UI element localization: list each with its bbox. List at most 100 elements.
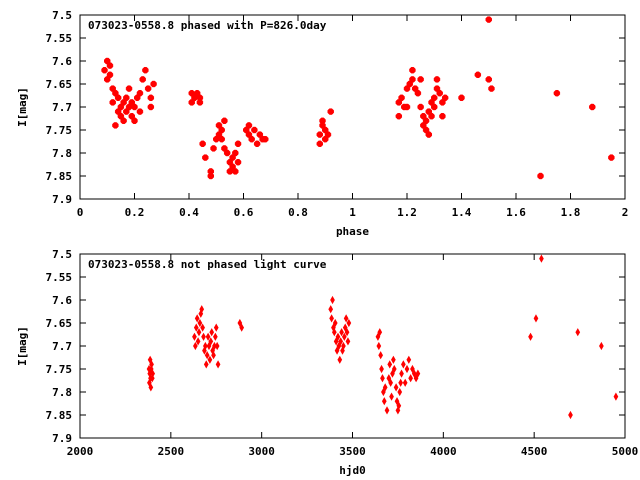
data-point xyxy=(125,85,133,92)
data-point xyxy=(394,397,400,406)
data-point xyxy=(409,76,416,83)
data-point xyxy=(150,80,157,88)
data-point xyxy=(417,76,424,83)
panel-2-plot-frame xyxy=(79,253,626,439)
data-point xyxy=(553,89,561,97)
data-point xyxy=(422,117,430,125)
data-point xyxy=(575,328,581,337)
data-point xyxy=(196,99,204,106)
data-point xyxy=(485,16,492,23)
data-point xyxy=(329,314,334,323)
data-point xyxy=(316,131,324,138)
panel-1-y-tick-label: 7.5 xyxy=(52,9,72,22)
data-point xyxy=(401,360,406,369)
data-point xyxy=(139,76,146,83)
data-point xyxy=(346,318,352,328)
panel-2: 2000 2500 3000 3500 4000 4500 5000 7.5 7.55 7.6 7.… xyxy=(16,248,638,477)
data-point xyxy=(390,369,395,378)
data-point xyxy=(123,94,130,102)
panel-2-x-tick-label: 2000 xyxy=(67,445,94,458)
data-point xyxy=(106,62,114,69)
data-point xyxy=(387,360,393,369)
data-point xyxy=(150,369,156,378)
data-point xyxy=(136,108,144,115)
data-point xyxy=(474,71,482,79)
data-point xyxy=(408,374,413,383)
panel-2-x-tick-label: 2500 xyxy=(158,445,185,458)
panel-1-y-tick-label: 7.7 xyxy=(52,101,72,114)
data-point xyxy=(194,314,200,323)
data-point xyxy=(613,392,619,401)
data-point xyxy=(206,341,212,351)
data-point xyxy=(218,126,225,134)
panel-1-y-tick-label: 7.65 xyxy=(46,78,73,91)
data-point xyxy=(599,341,604,351)
panel-2-x-tick-label: 4500 xyxy=(521,445,548,458)
data-point xyxy=(221,117,228,125)
data-point xyxy=(207,172,215,180)
data-point xyxy=(439,112,446,120)
data-point xyxy=(253,140,261,148)
data-point xyxy=(431,94,438,102)
data-point xyxy=(333,337,339,346)
data-point xyxy=(147,103,155,111)
data-point xyxy=(382,383,388,392)
data-point xyxy=(431,103,438,111)
panel-2-y-tick-label: 7.7 xyxy=(52,340,72,353)
panel-2-x-tick-label: 3500 xyxy=(339,445,366,458)
data-point xyxy=(234,140,242,148)
data-point xyxy=(338,337,344,346)
data-point xyxy=(608,154,615,161)
data-point xyxy=(339,328,344,337)
data-point xyxy=(193,323,199,332)
panel-2-y-tick-label: 7.6 xyxy=(52,294,72,307)
panel-1-y-tick-label: 7.9 xyxy=(52,193,72,206)
data-point xyxy=(393,383,399,392)
panel-1-plot-frame xyxy=(79,14,626,200)
data-point xyxy=(199,140,206,148)
panel-1-x-tick-label: 1.2 xyxy=(397,206,417,219)
data-point xyxy=(413,374,419,383)
data-point xyxy=(404,364,410,374)
panel-1-x-tick-label: 0.8 xyxy=(288,206,308,219)
data-point xyxy=(395,112,403,120)
panel-2-y-tick-label: 7.75 xyxy=(46,363,73,376)
data-point xyxy=(537,172,544,180)
data-point xyxy=(147,94,155,102)
data-point xyxy=(144,85,152,92)
data-point xyxy=(589,103,596,111)
data-point xyxy=(528,332,533,341)
data-point xyxy=(341,341,346,351)
data-point xyxy=(248,135,255,143)
data-point xyxy=(380,374,385,383)
panel-2-y-axis-label: I[mag] xyxy=(16,326,29,366)
panel-1-y-tick-label: 7.75 xyxy=(46,124,73,137)
data-point xyxy=(402,378,408,387)
data-point xyxy=(149,360,154,369)
data-point xyxy=(334,346,340,355)
data-point xyxy=(195,337,201,346)
panel-1-y-tick-label: 7.85 xyxy=(46,170,73,183)
panel-1-points xyxy=(101,16,615,180)
panel-1-x-tick-label: 0.6 xyxy=(234,206,254,219)
data-point xyxy=(214,341,220,351)
panel-2-y-tick-label: 7.55 xyxy=(46,271,73,284)
data-point xyxy=(399,369,404,378)
panel-1: 0 0.2 0.4 0.6 0.8 1 1.2 1.4 1.6 1.8 2 7.5 7.55 7.6 7.6… xyxy=(16,9,628,238)
data-point xyxy=(237,318,243,328)
data-point xyxy=(428,112,435,120)
data-point xyxy=(319,117,326,125)
data-point xyxy=(341,332,347,341)
data-point xyxy=(223,149,231,157)
data-point xyxy=(391,355,396,364)
data-point xyxy=(397,387,403,397)
data-point xyxy=(377,328,383,337)
data-point xyxy=(131,117,138,125)
data-point xyxy=(232,149,239,157)
data-point xyxy=(239,323,245,332)
panel-2-y-tick-label: 7.85 xyxy=(46,409,73,422)
panel-2-x-tick-label: 4000 xyxy=(430,445,457,458)
data-point xyxy=(433,76,441,83)
data-point xyxy=(120,117,127,125)
data-point xyxy=(376,341,382,351)
